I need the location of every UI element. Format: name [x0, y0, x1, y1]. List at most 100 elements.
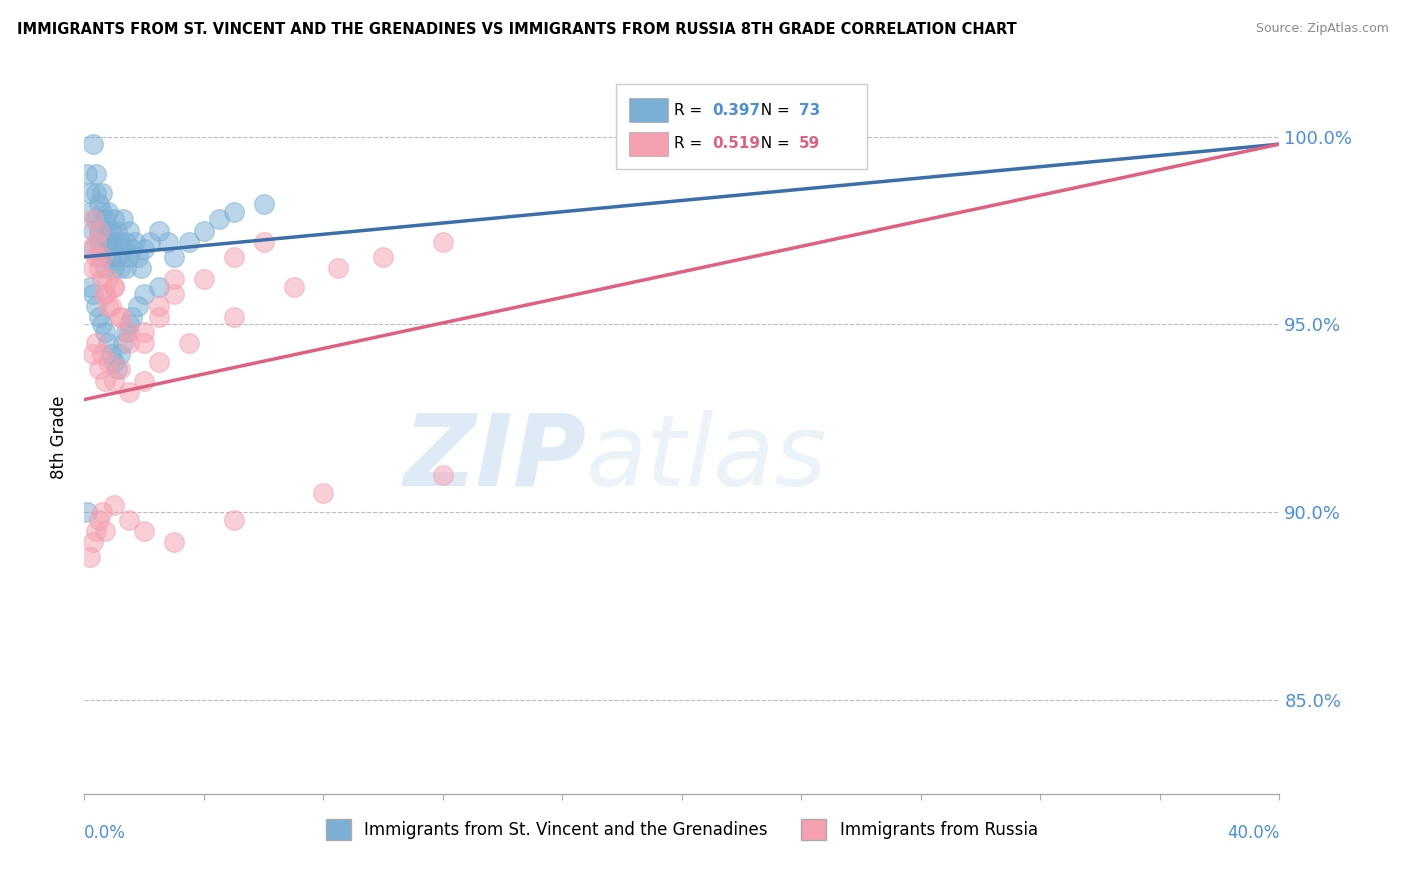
- Point: [97, 272, 120, 286]
- Point: [222, 250, 245, 264]
- Point: [94, 287, 117, 301]
- Point: [89, 513, 111, 527]
- Point: [148, 355, 170, 369]
- Point: [432, 467, 454, 482]
- Point: [79, 186, 101, 200]
- Point: [112, 242, 135, 256]
- Point: [193, 223, 215, 237]
- Text: 0.0%: 0.0%: [84, 824, 127, 842]
- Point: [100, 250, 122, 264]
- Text: atlas: atlas: [586, 410, 828, 507]
- Point: [115, 325, 138, 339]
- Point: [91, 505, 114, 519]
- Point: [89, 310, 111, 324]
- Text: 40.0%: 40.0%: [1227, 824, 1279, 842]
- Point: [89, 362, 111, 376]
- Point: [86, 524, 108, 538]
- Point: [79, 280, 101, 294]
- Point: [103, 355, 125, 369]
- Point: [132, 287, 156, 301]
- Point: [432, 235, 454, 249]
- Text: R =: R =: [673, 136, 707, 152]
- Point: [94, 374, 117, 388]
- Point: [110, 310, 132, 324]
- Point: [118, 513, 141, 527]
- Point: [97, 204, 120, 219]
- Point: [222, 513, 245, 527]
- FancyBboxPatch shape: [630, 98, 668, 122]
- Point: [91, 204, 114, 219]
- Point: [94, 261, 117, 276]
- Point: [76, 505, 98, 519]
- Point: [97, 355, 120, 369]
- Point: [94, 287, 117, 301]
- Point: [100, 299, 122, 313]
- Legend: Immigrants from St. Vincent and the Grenadines, Immigrants from Russia: Immigrants from St. Vincent and the Gren…: [319, 813, 1045, 847]
- Point: [91, 318, 114, 332]
- Point: [82, 535, 104, 549]
- Point: [105, 362, 128, 376]
- Point: [110, 362, 132, 376]
- Point: [118, 223, 141, 237]
- Point: [91, 250, 114, 264]
- Point: [89, 197, 111, 211]
- Point: [79, 550, 101, 565]
- Point: [97, 242, 120, 256]
- Text: IMMIGRANTS FROM ST. VINCENT AND THE GRENADINES VS IMMIGRANTS FROM RUSSIA 8TH GRA: IMMIGRANTS FROM ST. VINCENT AND THE GREN…: [17, 22, 1017, 37]
- Point: [148, 299, 170, 313]
- Point: [86, 186, 108, 200]
- Text: 59: 59: [799, 136, 820, 152]
- FancyBboxPatch shape: [630, 132, 668, 156]
- Point: [163, 535, 186, 549]
- Point: [148, 310, 170, 324]
- Point: [91, 347, 114, 361]
- Point: [115, 261, 138, 276]
- Point: [157, 235, 180, 249]
- Point: [163, 272, 186, 286]
- Point: [110, 347, 132, 361]
- Text: N =: N =: [751, 103, 794, 118]
- Point: [132, 374, 156, 388]
- Point: [148, 223, 170, 237]
- Point: [127, 299, 149, 313]
- Point: [94, 212, 117, 227]
- Point: [132, 242, 156, 256]
- Point: [283, 280, 305, 294]
- Point: [312, 486, 335, 500]
- Point: [118, 384, 141, 399]
- Point: [103, 212, 125, 227]
- Point: [222, 310, 245, 324]
- Text: 73: 73: [799, 103, 820, 118]
- Point: [118, 336, 141, 351]
- Point: [89, 235, 111, 249]
- Point: [112, 212, 135, 227]
- FancyBboxPatch shape: [616, 84, 868, 169]
- Point: [177, 336, 200, 351]
- Point: [110, 310, 132, 324]
- Point: [129, 261, 152, 276]
- Point: [91, 223, 114, 237]
- Point: [121, 310, 143, 324]
- Point: [91, 242, 114, 256]
- Point: [79, 204, 101, 219]
- Point: [139, 235, 162, 249]
- Point: [103, 280, 125, 294]
- Point: [100, 347, 122, 361]
- Text: 0.397: 0.397: [711, 103, 759, 118]
- Point: [86, 235, 108, 249]
- Point: [82, 261, 104, 276]
- Point: [94, 524, 117, 538]
- Point: [163, 287, 186, 301]
- Point: [163, 250, 186, 264]
- Point: [118, 318, 141, 332]
- Point: [112, 336, 135, 351]
- Y-axis label: 8th Grade: 8th Grade: [51, 395, 69, 479]
- Point: [89, 250, 111, 264]
- Point: [94, 250, 117, 264]
- Point: [89, 261, 111, 276]
- Point: [97, 223, 120, 237]
- Point: [103, 280, 125, 294]
- Point: [94, 325, 117, 339]
- Point: [82, 137, 104, 152]
- Point: [82, 347, 104, 361]
